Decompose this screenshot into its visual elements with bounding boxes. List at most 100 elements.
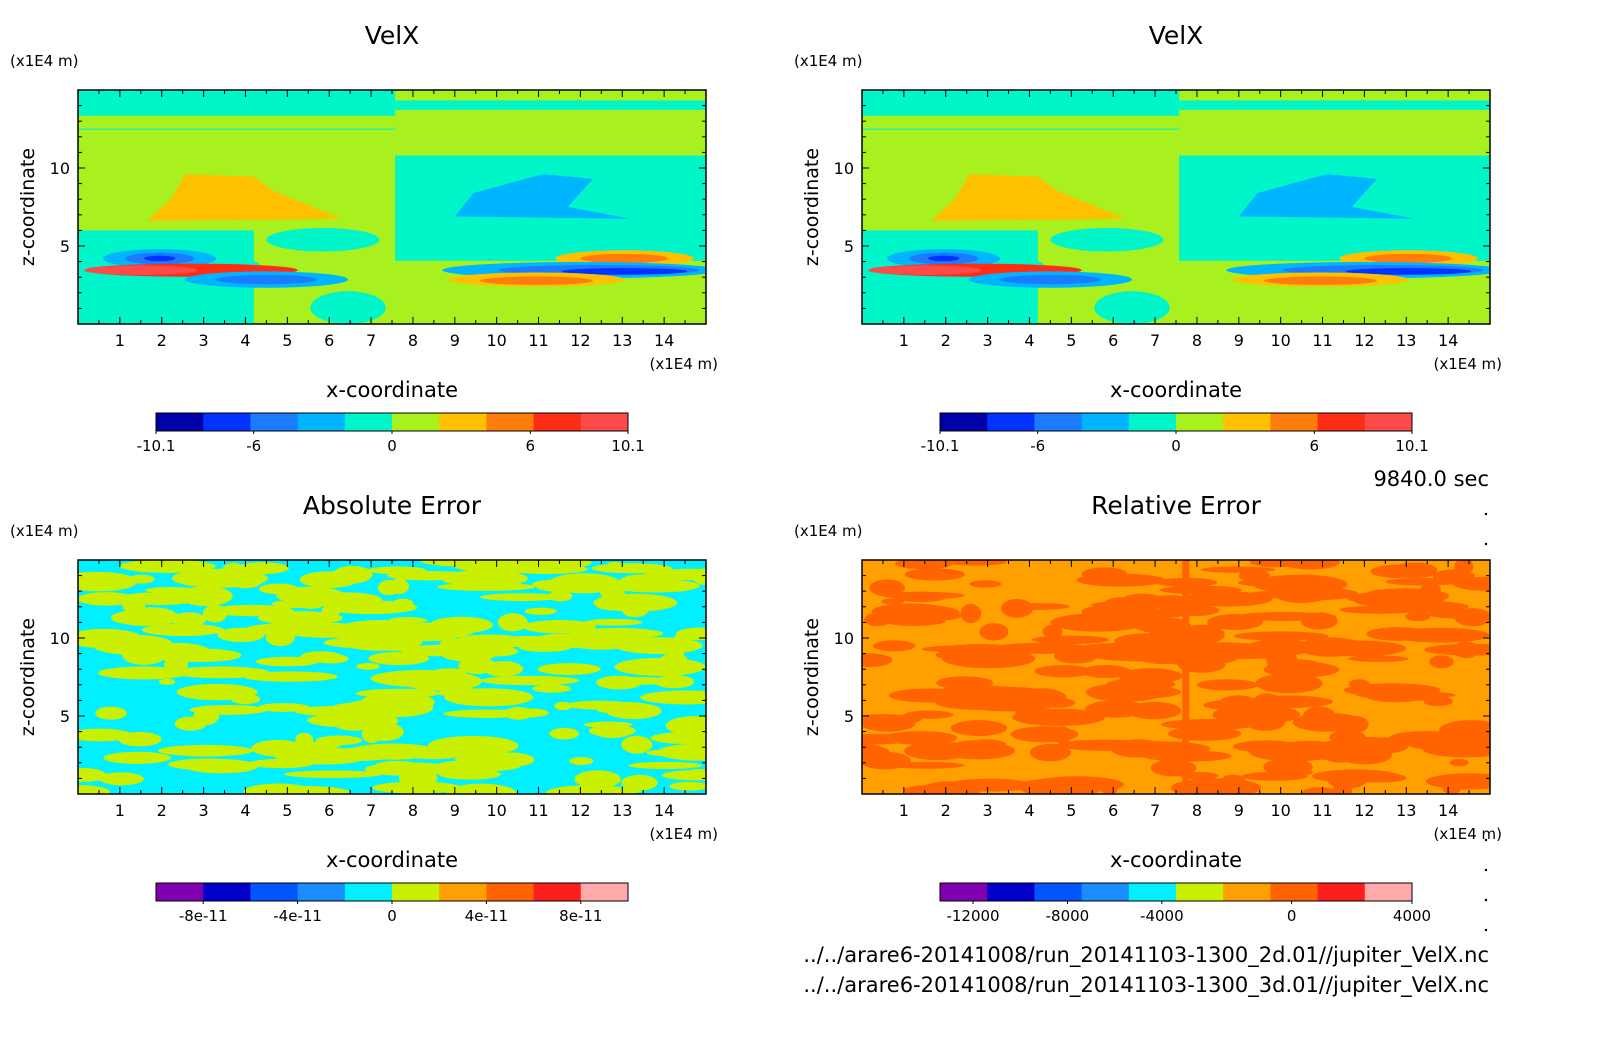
- error-level-b-patch: [345, 637, 415, 651]
- colorbar-swatch: [580, 413, 629, 431]
- x-tick-label: 6: [1108, 801, 1118, 820]
- colorbar: -10.1 -6 0 6 10.1: [921, 412, 1429, 455]
- error-level-b-patch: [941, 648, 1036, 669]
- colorbar-swatch: [1364, 883, 1413, 901]
- error-level-b-patch: [1428, 609, 1484, 619]
- jet-neg-right-center: [1345, 268, 1472, 275]
- error-level-b-patch: [327, 594, 360, 611]
- colorbar-swatch: [439, 883, 487, 901]
- error-level-b-patch: [356, 663, 381, 670]
- error-level-b-patch: [95, 706, 127, 720]
- error-level-b-patch: [936, 676, 994, 690]
- error-level-b-patch: [370, 670, 471, 687]
- error-level-b-patch: [174, 716, 207, 731]
- colorbar-swatch: [250, 413, 299, 431]
- error-level-b-patch: [1329, 730, 1366, 744]
- error-level-b-patch: [1052, 726, 1072, 744]
- upper-band-right: [1179, 100, 1490, 110]
- jet-pos-upper-right-core: [580, 253, 669, 264]
- colorbar-swatch: [486, 413, 535, 431]
- colorbar-swatch: [1317, 413, 1366, 431]
- error-level-b-patch: [141, 623, 224, 637]
- error-level-b-patch: [1196, 679, 1259, 691]
- error-level-b-patch: [314, 747, 400, 761]
- error-level-b-patch: [1279, 768, 1314, 776]
- error-level-b-patch: [621, 603, 649, 618]
- x-tick-label: 11: [1312, 331, 1332, 350]
- y-axis-title: z-coordinate: [801, 148, 823, 266]
- y-axis-title: z-coordinate: [17, 618, 39, 736]
- y-tick-label: 10: [50, 629, 70, 648]
- error-level-b-patch: [862, 653, 893, 667]
- error-level-b-patch: [1300, 612, 1338, 630]
- error-level-b-patch: [1353, 593, 1444, 608]
- thin-band-right: [395, 113, 706, 123]
- error-level-b-patch: [255, 656, 320, 667]
- error-level-b-patch: [1321, 746, 1360, 763]
- error-level-b-patch: [584, 618, 643, 626]
- error-level-b-patch: [1452, 576, 1490, 591]
- x-tick-label: 7: [366, 331, 376, 350]
- error-level-b-patch: [314, 654, 349, 664]
- colorbar-label: 4000: [1393, 907, 1431, 925]
- x-tick-label: 5: [282, 331, 292, 350]
- error-level-b-patch: [158, 678, 176, 685]
- error-level-b-patch: [869, 579, 905, 597]
- error-level-b-patch: [1297, 637, 1364, 657]
- error-level-b-patch: [78, 767, 106, 783]
- panel-title: VelX: [1149, 21, 1204, 50]
- colorbar: -10.1 -6 0 6 10.1: [137, 412, 645, 455]
- colorbar-label: 4e-11: [465, 907, 508, 925]
- x-tick-label: 2: [941, 331, 951, 350]
- x-tick-label: 1: [115, 801, 125, 820]
- panel-title: VelX: [365, 21, 420, 50]
- error-level-b-patch: [458, 657, 497, 675]
- colorbar-swatch: [1128, 413, 1177, 431]
- x-tick-label: 11: [1312, 801, 1332, 820]
- panel-1: VelX(x1E4 m)1 2 3 4 5 6 7 8 9 10 11 12 13 14510(x1E4 …: [10, 21, 718, 455]
- error-level-b-patch: [1183, 591, 1273, 607]
- y-tick-label: 5: [844, 707, 854, 726]
- colorbar-swatch: [987, 413, 1035, 431]
- error-level-b-patch: [1252, 719, 1270, 730]
- error-level-b-patch: [243, 671, 338, 682]
- x-tick-label: 12: [1354, 801, 1374, 820]
- colorbar-swatch: [987, 883, 1035, 901]
- y-axis-title: z-coordinate: [801, 618, 823, 736]
- error-level-b-patch: [364, 762, 454, 776]
- x-unit-label: (x1E4 m): [649, 355, 718, 373]
- error-level-b-patch: [646, 749, 683, 757]
- error-level-b-patch: [172, 568, 268, 588]
- error-level-b-patch: [315, 735, 363, 746]
- error-level-b-patch: [172, 612, 206, 628]
- colorbar-label: 0: [1287, 907, 1297, 925]
- error-level-b-patch: [243, 783, 313, 794]
- colorbar-swatch: [203, 413, 251, 431]
- panel-title: Absolute Error: [303, 491, 482, 520]
- error-level-b-patch: [614, 657, 706, 676]
- jet-pos-lower-right-core: [1263, 276, 1377, 285]
- error-level-b-patch: [392, 622, 475, 640]
- error-level-b-patch: [904, 741, 972, 761]
- colorbar-swatch: [1317, 883, 1366, 901]
- x-unit-label: (x1E4 m): [1433, 825, 1502, 843]
- jet-neg-right-center: [561, 268, 688, 275]
- jet-neg-upper-left-center: [143, 255, 176, 262]
- y-unit-label: (x1E4 m): [794, 52, 863, 70]
- x-tick-label: 13: [612, 801, 632, 820]
- y-unit-label: (x1E4 m): [10, 52, 79, 70]
- x-tick-label: 12: [1354, 331, 1374, 350]
- error-level-b-patch: [1267, 659, 1324, 673]
- error-level-b-patch: [1034, 665, 1093, 678]
- error-level-b-patch: [864, 612, 892, 627]
- x-tick-label: 8: [408, 331, 418, 350]
- error-level-b-patch: [145, 642, 211, 662]
- error-level-b-patch: [368, 651, 430, 666]
- colorbar-swatch: [1176, 413, 1224, 431]
- error-level-b-patch: [441, 570, 528, 588]
- x-tick-label: 5: [282, 801, 292, 820]
- thin-band-left: [862, 115, 1180, 129]
- error-level-b-patch: [692, 568, 706, 585]
- error-level-b-patch: [103, 751, 171, 764]
